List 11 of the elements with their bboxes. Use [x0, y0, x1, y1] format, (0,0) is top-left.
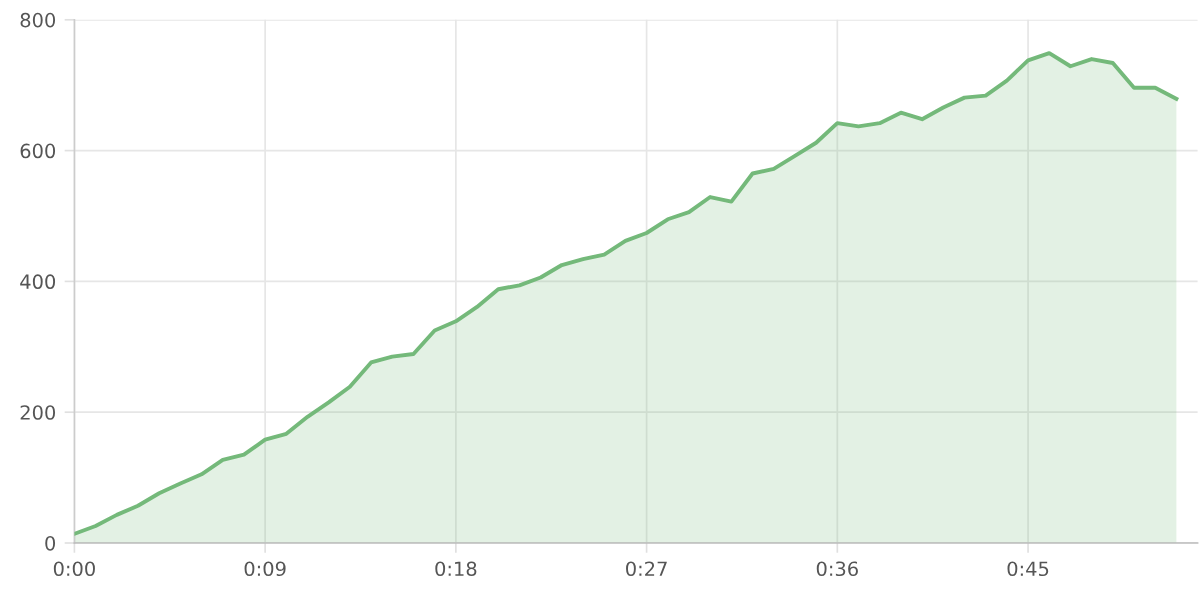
y-tick-label: 600	[20, 143, 56, 159]
x-tick-label: 0:45	[1007, 561, 1049, 577]
x-tick-label: 0:27	[626, 561, 667, 577]
x-tick-label: 0:36	[816, 561, 858, 577]
x-tick-label: 0:09	[244, 561, 286, 577]
y-tick-label: 800	[20, 12, 56, 28]
x-tick-label: 0:18	[435, 561, 477, 577]
x-tick-label: 0:00	[53, 561, 95, 577]
y-tick-label: 0	[45, 535, 56, 551]
y-tick-label: 400	[20, 274, 56, 290]
y-tick-label: 200	[20, 405, 56, 420]
